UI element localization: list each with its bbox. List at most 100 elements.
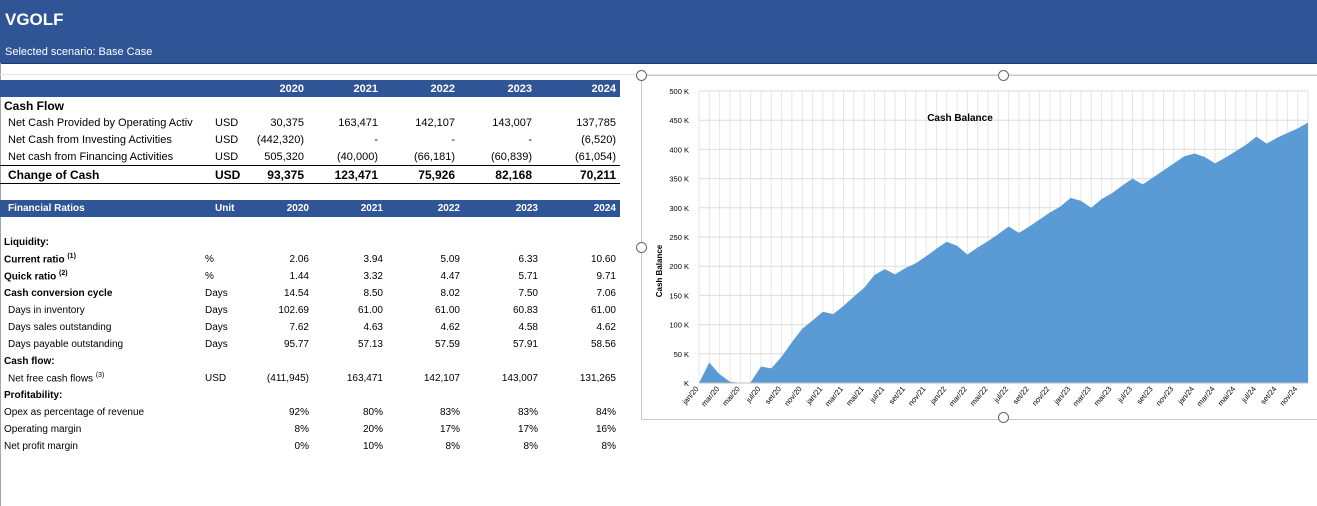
x-tick-label: jan/22 <box>928 385 949 407</box>
table-row[interactable]: Days sales outstanding Days 7.62 4.63 4.… <box>0 319 620 336</box>
y-tick-label: 100 K <box>669 321 689 330</box>
value-cell: 70,211 <box>536 165 620 184</box>
value-cell: 57.59 <box>434 339 460 350</box>
value-cell: 142,107 <box>415 116 455 129</box>
value-cell: 75,926 <box>382 165 459 184</box>
x-tick-label: mar/24 <box>1195 385 1217 409</box>
group-label: Profitability: <box>4 390 63 401</box>
resize-handle-bottom[interactable] <box>998 412 1009 423</box>
year-header: 2021 <box>308 80 382 97</box>
table-row[interactable]: Net Cash Provided by Operating Activ USD… <box>0 114 620 131</box>
value-cell: 84% <box>595 407 616 418</box>
year-header: 2024 <box>542 200 620 217</box>
x-tick-label: jul/24 <box>1239 385 1258 405</box>
table-row[interactable]: Net free cash flows (3) USD (411,945) 16… <box>0 370 620 387</box>
value-cell: 8.50 <box>363 288 383 299</box>
x-tick-label: set/21 <box>887 385 907 406</box>
x-tick-label: jan/21 <box>804 385 825 407</box>
x-tick-label: nov/24 <box>1278 385 1299 408</box>
table-row[interactable]: Operating margin 8% 20% 17% 17% 16% <box>0 421 620 438</box>
value-cell: 60.83 <box>512 305 538 316</box>
row-label: Net Cash from Investing Activities <box>8 133 172 146</box>
value-cell: - <box>374 133 378 146</box>
y-tick-label: 50 K <box>674 350 689 359</box>
x-tick-label: mai/23 <box>1092 385 1113 408</box>
value-cell: 57.91 <box>512 339 538 350</box>
row-label: Opex as percentage of revenue <box>4 407 145 418</box>
cash-balance-chart[interactable]: K 50 K 100 K 150 K 200 K 250 K 300 K 350 K 400 K… <box>641 75 1317 420</box>
unit-header: Unit <box>205 200 255 217</box>
unit-cell: Days <box>205 302 255 319</box>
x-tick-label: nov/21 <box>906 385 927 408</box>
value-cell: 8% <box>294 424 309 435</box>
value-cell: 6.33 <box>518 254 538 265</box>
value-cell: 505,320 <box>255 148 308 166</box>
value-cell: 7.50 <box>518 288 538 299</box>
value-cell: (442,320) <box>256 133 304 146</box>
section-title: Cash Flow <box>4 98 65 113</box>
table-row[interactable]: Net profit margin 0% 10% 8% 8% 8% <box>0 438 620 455</box>
x-tick-label: jan/20 <box>680 385 701 407</box>
value-cell: 123,471 <box>308 165 382 184</box>
value-cell: 92% <box>288 407 309 418</box>
value-cell: 1.44 <box>289 271 309 282</box>
year-header: 2024 <box>536 80 620 97</box>
table-row[interactable]: Days payable outstanding Days 95.77 57.1… <box>0 336 620 353</box>
value-cell: 8% <box>445 441 460 452</box>
value-cell: 4.63 <box>363 322 383 333</box>
value-cell: 93,375 <box>255 165 308 184</box>
table-row[interactable]: Cash conversion cycle Days 14.54 8.50 8.… <box>0 285 620 302</box>
value-cell: 2.06 <box>289 254 309 265</box>
row-label: Change of Cash <box>0 165 215 184</box>
value-cell: 102.69 <box>278 305 309 316</box>
unit-cell: % <box>205 254 214 265</box>
value-cell: 10.60 <box>590 254 616 265</box>
value-cell: 58.56 <box>590 339 616 350</box>
x-tick-label: set/24 <box>1259 385 1279 406</box>
value-cell: 163,471 <box>346 373 383 384</box>
table-row[interactable]: Quick ratio (2) % 1.44 3.32 4.47 5.71 9.… <box>0 268 620 285</box>
x-tick-label: set/20 <box>763 385 783 406</box>
value-cell: 4.47 <box>440 271 460 282</box>
x-tick-label: mar/23 <box>1071 385 1093 409</box>
unit-cell: Days <box>205 319 255 336</box>
y-tick-label: 250 K <box>669 233 689 242</box>
sheet-header: VGOLF Selected scenario: Base Case <box>0 0 1317 64</box>
row-label: Days payable outstanding <box>8 339 124 350</box>
value-cell: 8% <box>523 441 538 452</box>
x-tick-label: set/22 <box>1011 385 1031 406</box>
table-row[interactable]: Days in inventory Days 102.69 61.00 61.0… <box>0 302 620 319</box>
table-row[interactable]: Current ratio (1) % 2.06 3.94 5.09 6.33 … <box>0 251 620 268</box>
y-tick-label: 450 K <box>669 116 689 125</box>
value-cell: 17% <box>439 424 460 435</box>
unit-cell: USD <box>215 165 255 184</box>
value-cell: 3.94 <box>363 254 383 265</box>
resize-handle-top-left[interactable] <box>636 70 647 81</box>
row-label: Cash conversion cycle <box>4 288 113 299</box>
value-cell: 5.71 <box>518 271 538 282</box>
resize-handle-left[interactable] <box>636 242 647 253</box>
value-cell: 20% <box>362 424 383 435</box>
table-row[interactable]: Net Cash from Investing Activities USD (… <box>0 131 620 148</box>
resize-handle-top[interactable] <box>998 70 1009 81</box>
x-tick-label: jan/24 <box>1175 385 1196 407</box>
value-cell: 17% <box>517 424 538 435</box>
table-row[interactable]: Net cash from Financing Activities USD 5… <box>0 148 620 166</box>
value-cell: 9.71 <box>596 271 616 282</box>
table-row[interactable]: Opex as percentage of revenue 92% 80% 83… <box>0 404 620 421</box>
total-row[interactable]: Change of Cash USD 93,375 123,471 75,926… <box>0 165 620 184</box>
sheet-left-border <box>0 63 1 506</box>
year-header: 2020 <box>255 200 313 217</box>
x-tick-label: mai/24 <box>1216 385 1237 408</box>
unit-cell: USD <box>205 373 227 384</box>
row-divider <box>0 74 1317 75</box>
x-tick-label: jul/22 <box>991 385 1010 405</box>
x-tick-label: mar/21 <box>823 385 845 409</box>
value-cell: 83% <box>439 407 460 418</box>
x-tick-label: jul/21 <box>867 385 886 405</box>
value-cell: 143,007 <box>492 116 532 129</box>
value-cell: 131,265 <box>579 373 616 384</box>
x-tick-label: mai/21 <box>844 385 865 408</box>
value-cell: 61.00 <box>434 305 460 316</box>
value-cell: 14.54 <box>283 288 309 299</box>
